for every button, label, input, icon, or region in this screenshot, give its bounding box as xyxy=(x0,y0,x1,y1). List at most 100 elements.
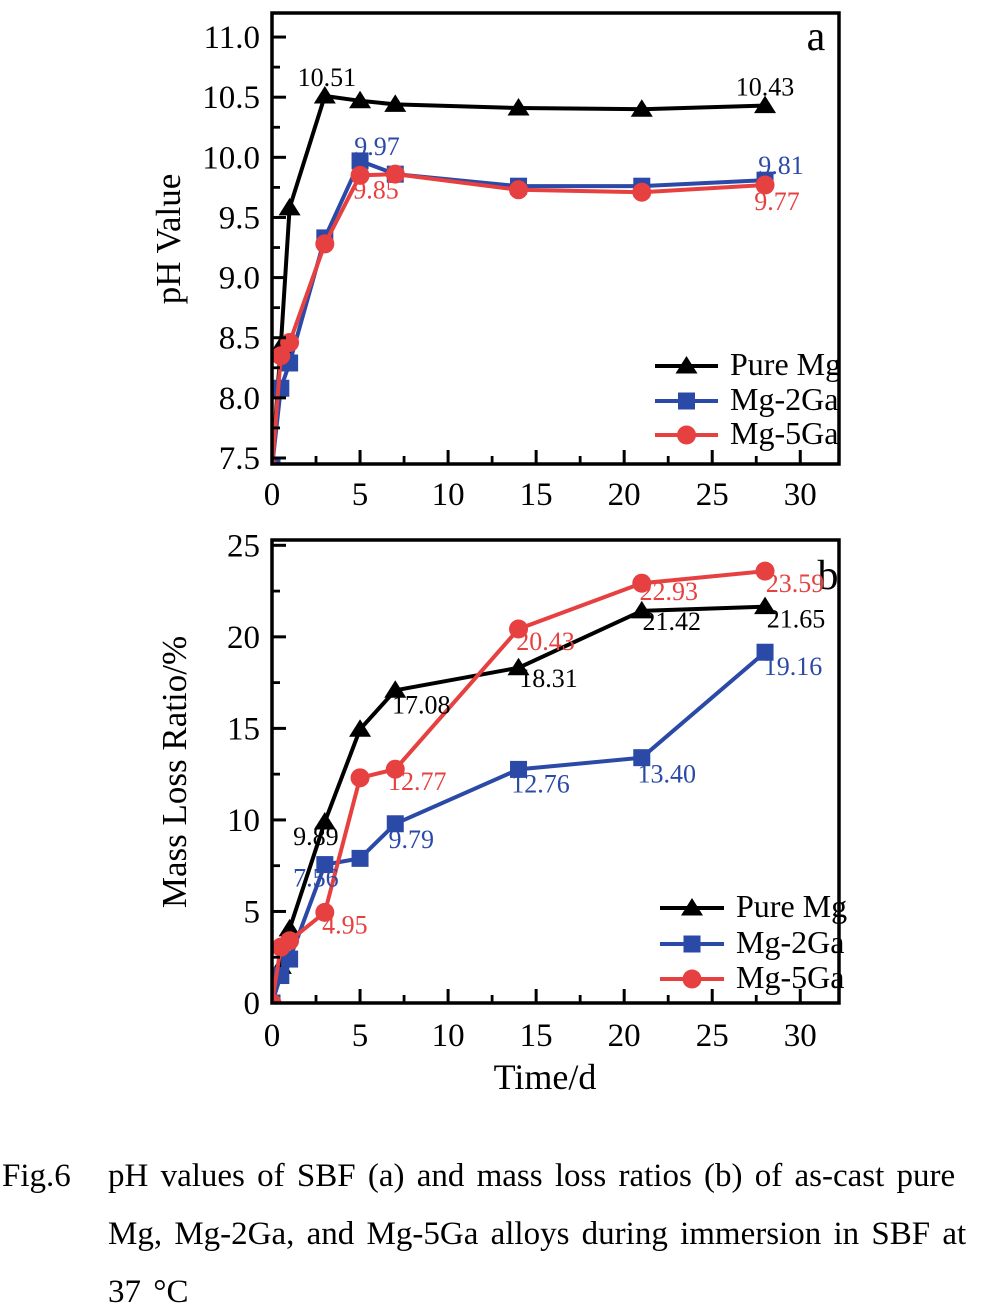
y-axis-title: Mass Loss Ratio/% xyxy=(155,636,194,908)
data-point-pure-mg xyxy=(349,719,372,737)
data-point-mg-2ga xyxy=(386,815,404,833)
legend-label: Pure Mg xyxy=(736,888,847,924)
axes-ticks: 0 5 10 15 20 25 30 0 5 10 15 20 25 xyxy=(227,528,817,1054)
data-point-mg-2ga xyxy=(633,749,651,767)
series-line-mg-5ga xyxy=(272,172,766,465)
data-point-mg-5ga xyxy=(755,175,775,195)
data-point-mg-5ga xyxy=(350,165,370,185)
data-point-mg-5ga xyxy=(632,573,652,593)
x-tick-label: 5 xyxy=(352,1018,369,1054)
x-tick-label: 25 xyxy=(696,477,729,513)
series-mg-5ga xyxy=(272,561,775,1004)
legend-item-mg-5ga: Mg-5Ga xyxy=(660,959,844,995)
chart-b: 0 5 10 15 20 25 30 0 5 10 15 20 25 Mass Loss Ratio/% T… xyxy=(155,528,847,1097)
data-point-pure-mg xyxy=(278,918,301,937)
data-point-mg-2ga xyxy=(351,152,369,170)
legend-marker-square xyxy=(678,392,695,410)
annotation-19.16: 19.16 xyxy=(764,652,823,681)
x-tick-label: 20 xyxy=(608,477,641,513)
x-tick-label: 30 xyxy=(784,1018,817,1054)
data-point-mg-5ga xyxy=(509,619,529,639)
data-point-pure-mg xyxy=(630,99,653,117)
annotation-12.77: 12.77 xyxy=(388,767,447,796)
data-point-pure-mg xyxy=(384,94,407,112)
y-tick-label: 11.0 xyxy=(203,20,260,56)
data-point-mg-2ga xyxy=(510,760,528,778)
data-point-mg-2ga xyxy=(272,379,290,397)
annotation-9.81: 9.81 xyxy=(758,151,804,180)
annotation-9.97: 9.97 xyxy=(354,132,400,161)
caption-text: pH values of SBF (a) and mass loss ratio… xyxy=(108,1147,1002,1308)
data-point-mg-5ga xyxy=(755,561,775,581)
annotation-21.42: 21.42 xyxy=(643,607,702,636)
y-tick-label: 8.0 xyxy=(219,381,260,417)
legend-label: Mg-5Ga xyxy=(736,959,844,995)
x-tick-label: 0 xyxy=(264,477,281,513)
legend-item-pure-mg: Pure Mg xyxy=(660,888,847,924)
series-mg-5ga xyxy=(272,164,775,465)
y-tick-label: 5 xyxy=(244,894,261,930)
series-mg-2ga xyxy=(272,152,774,465)
caption-line-3: 37 °C xyxy=(108,1274,189,1308)
series-line-pure-mg xyxy=(272,93,766,465)
data-point-mg-5ga xyxy=(632,182,652,202)
data-point-pure-mg xyxy=(313,85,336,104)
y-tick-label: 7.5 xyxy=(219,441,260,477)
data-point-mg-5ga xyxy=(315,234,335,254)
series-pure-mg xyxy=(272,85,777,465)
annotation-23.59: 23.59 xyxy=(766,569,825,598)
legend-marker-triangle xyxy=(681,898,703,916)
annotation-10.51: 10.51 xyxy=(298,63,357,92)
annotation-20.43: 20.43 xyxy=(516,627,575,656)
data-point-pure-mg xyxy=(278,197,301,216)
x-tick-label: 25 xyxy=(696,1018,729,1054)
data-point-mg-5ga xyxy=(280,333,300,353)
chart-a-series xyxy=(272,85,777,465)
axes-ticks: 0 5 10 15 20 25 30 7.5 8.0 8.5 9.0 9.5 10.0 10.5 11.0 xyxy=(202,20,817,513)
data-point-pure-mg xyxy=(754,95,777,114)
y-tick-label: 20 xyxy=(227,620,260,656)
annotation-17.08: 17.08 xyxy=(392,690,451,719)
data-point-pure-mg xyxy=(349,90,372,109)
y-tick-label: 10 xyxy=(227,803,260,839)
panel-label-b: b xyxy=(818,553,839,599)
chart-a: 0 5 10 15 20 25 30 7.5 8.0 8.5 9.0 9.5 10.0 10.5 11.0 p… xyxy=(149,11,841,513)
legend-item-pure-mg: Pure Mg xyxy=(655,346,841,382)
legend-marker-circle xyxy=(677,425,696,445)
annotation-7.56: 7.56 xyxy=(293,864,339,893)
data-point-pure-mg xyxy=(507,657,530,676)
annotation-18.31: 18.31 xyxy=(519,664,578,693)
legend-marker-triangle xyxy=(675,356,698,374)
x-tick-label: 5 xyxy=(352,477,369,513)
data-point-mg-2ga xyxy=(351,849,369,867)
data-point-mg-2ga xyxy=(756,643,774,661)
y-tick-label: 8.5 xyxy=(219,321,260,357)
annotation-9.89: 9.89 xyxy=(293,822,339,851)
y-tick-label: 25 xyxy=(227,528,260,564)
legend-label: Mg-2Ga xyxy=(730,381,838,417)
annotation-9.85: 9.85 xyxy=(353,175,399,204)
annotation-22.93: 22.93 xyxy=(640,577,699,606)
data-point-mg-5ga xyxy=(385,759,405,779)
charts-canvas: 0 5 10 15 20 25 30 7.5 8.0 8.5 9.0 9.5 10.0 10.5 11.0 p… xyxy=(149,11,847,1097)
data-point-mg-5ga xyxy=(385,164,405,184)
data-point-mg-5ga xyxy=(350,768,370,788)
data-point-pure-mg xyxy=(630,600,653,619)
x-tick-label: 0 xyxy=(264,1018,281,1054)
annotation-13.40: 13.40 xyxy=(638,760,697,789)
y-tick-label: 9.0 xyxy=(219,261,260,297)
caption-line-1: pH values of SBF (a) and mass loss ratio… xyxy=(108,1158,956,1194)
panel-label-a: a xyxy=(807,14,826,60)
data-point-pure-mg xyxy=(507,98,530,116)
figure-number: Fig.6 xyxy=(2,1158,71,1194)
annotation-4.95: 4.95 xyxy=(322,910,368,939)
y-tick-label: 10.5 xyxy=(202,80,260,116)
data-point-mg-5ga xyxy=(280,931,300,951)
x-tick-label: 30 xyxy=(784,477,817,513)
data-point-mg-2ga xyxy=(316,856,334,874)
figure-caption: Fig.6 pH values of SBF (a) and mass loss… xyxy=(0,1147,1002,1308)
legend-label: Mg-2Ga xyxy=(736,924,844,960)
legend-marker-square xyxy=(683,935,701,953)
